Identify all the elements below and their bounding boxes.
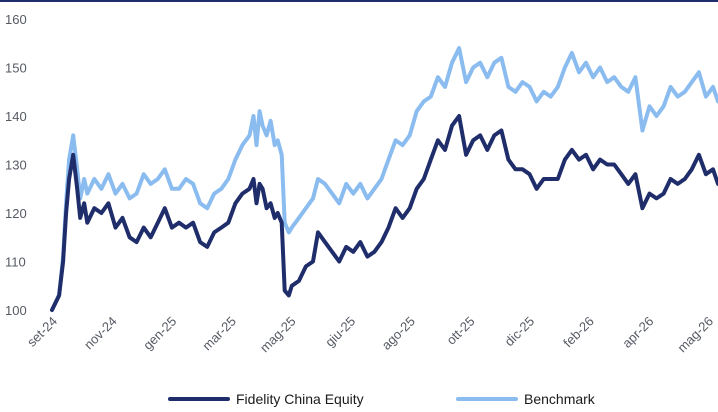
x-tick-label-feb-26: feb-26 xyxy=(560,314,597,351)
series-line-benchmark xyxy=(50,46,718,312)
x-tick-label-nov-24: nov-24 xyxy=(81,314,120,353)
x-tick-label-set-24: set-24 xyxy=(24,314,60,350)
legend-label-benchmark: Benchmark xyxy=(524,391,596,407)
top-border-line xyxy=(0,0,718,2)
y-tick-label-100: 100 xyxy=(5,303,27,318)
legend-label-fidelity-china-equity: Fidelity China Equity xyxy=(236,391,364,407)
y-tick-label-150: 150 xyxy=(5,61,27,76)
x-tick-label-gen-25: gen-25 xyxy=(140,314,179,353)
series-line-fidelity-china-equity xyxy=(50,114,718,312)
x-tick-label-dic-25: dic-25 xyxy=(502,314,538,350)
x-tick-label-mar-25: mar-25 xyxy=(199,314,239,354)
x-tick-label-apr-26: apr-26 xyxy=(619,314,656,351)
y-tick-label-140: 140 xyxy=(5,109,27,124)
x-tick-label-ago-25: ago-25 xyxy=(379,314,418,353)
x-tick-label-mag-26: mag-26 xyxy=(674,314,716,356)
x-tick-label-giu-25: giu-25 xyxy=(322,314,358,350)
x-tick-label-ott-25: ott-25 xyxy=(443,314,477,348)
y-tick-label-120: 120 xyxy=(5,206,27,221)
x-tick-label-mag-25: mag-25 xyxy=(257,314,299,356)
y-tick-label-130: 130 xyxy=(5,158,27,173)
y-tick-label-110: 110 xyxy=(5,255,26,270)
y-tick-label-160: 160 xyxy=(5,12,27,27)
